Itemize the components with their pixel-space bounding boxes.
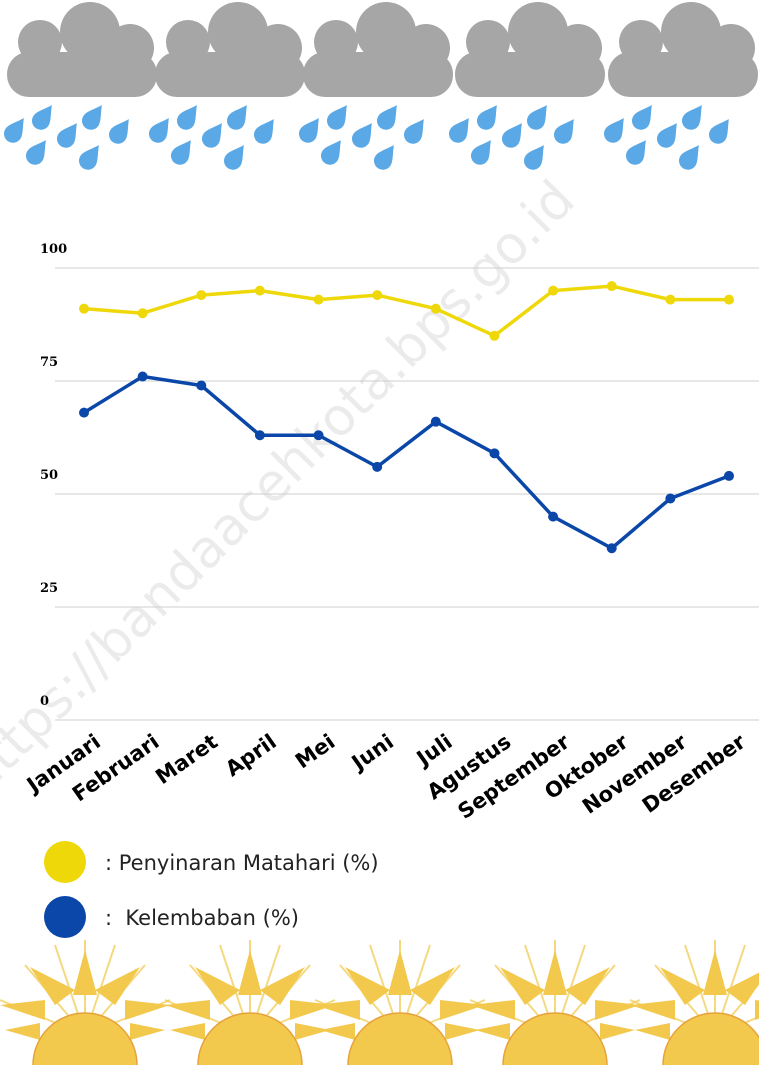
data-point xyxy=(255,430,265,440)
raindrops xyxy=(0,100,736,173)
watermark: https://bandaacehkota.bps.go.id xyxy=(0,169,586,806)
x-tick-label: April xyxy=(221,729,281,781)
legend-label: : Kelembaban (%) xyxy=(105,906,299,930)
data-point xyxy=(489,448,499,458)
data-point xyxy=(665,494,675,504)
data-point xyxy=(431,417,441,427)
infographic: https://bandaacehkota.bps.go.id 0 25 50 75 1… xyxy=(0,0,759,1065)
data-point xyxy=(431,304,441,314)
series-line xyxy=(84,376,729,548)
x-tick-label: Mei xyxy=(291,729,339,773)
data-point xyxy=(196,381,206,391)
data-point xyxy=(607,281,617,291)
clouds xyxy=(7,2,758,97)
data-point xyxy=(79,304,89,314)
data-point xyxy=(548,286,558,296)
y-tick-label: 50 xyxy=(40,468,58,483)
data-point xyxy=(138,371,148,381)
data-point xyxy=(489,331,499,341)
data-point xyxy=(724,295,734,305)
data-point xyxy=(665,295,675,305)
y-tick-label: 100 xyxy=(40,242,67,257)
data-point xyxy=(314,430,324,440)
data-point xyxy=(548,512,558,522)
data-point xyxy=(607,543,617,553)
x-tick-label: Juni xyxy=(346,729,398,776)
x-tick-label: Maret xyxy=(151,729,222,789)
legend-swatch xyxy=(44,841,86,883)
data-point xyxy=(372,290,382,300)
legend-swatch xyxy=(44,896,86,938)
data-point xyxy=(138,308,148,318)
data-point xyxy=(196,290,206,300)
data-point xyxy=(724,471,734,481)
data-point xyxy=(372,462,382,472)
y-tick-label: 0 xyxy=(40,694,49,709)
data-point xyxy=(255,286,265,296)
y-tick-label: 75 xyxy=(40,355,58,370)
suns xyxy=(0,940,759,1065)
data-point xyxy=(314,295,324,305)
data-point xyxy=(79,408,89,418)
legend-label: : Penyinaran Matahari (%) xyxy=(105,851,379,875)
y-tick-label: 25 xyxy=(40,581,58,596)
